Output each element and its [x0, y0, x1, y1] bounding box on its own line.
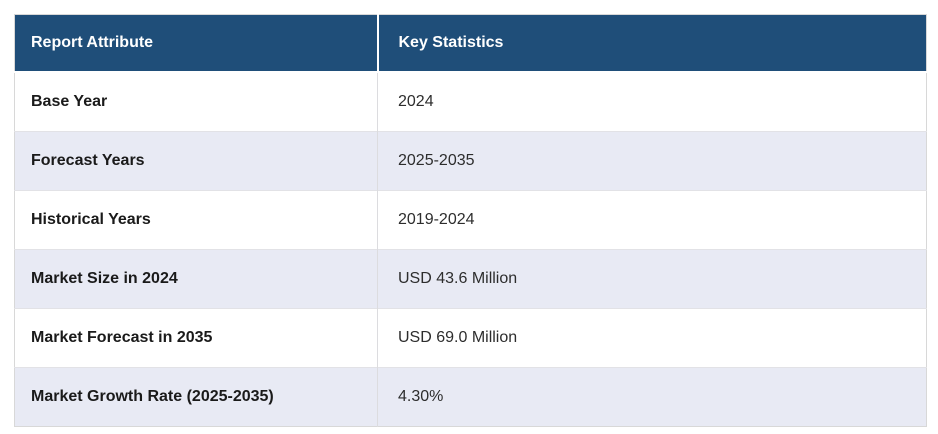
attribute-cell: Market Growth Rate (2025-2035) — [14, 367, 378, 427]
table-row: Forecast Years 2025-2035 — [14, 131, 927, 191]
report-summary-table: Report Attribute Key Statistics Base Yea… — [14, 14, 927, 427]
attribute-cell: Forecast Years — [14, 131, 378, 191]
header-row: Report Attribute Key Statistics — [14, 14, 927, 73]
attribute-cell: Base Year — [14, 72, 378, 132]
table-row: Market Growth Rate (2025-2035) 4.30% — [14, 367, 927, 427]
column-header-key-statistics: Key Statistics — [377, 14, 927, 73]
column-header-report-attribute: Report Attribute — [14, 14, 379, 73]
value-cell: USD 43.6 Million — [398, 270, 518, 287]
attribute-cell: Market Size in 2024 — [14, 249, 378, 309]
table-row: Historical Years 2019-2024 — [14, 190, 927, 250]
value-cell: 2025-2035 — [398, 152, 475, 169]
attribute-cell: Historical Years — [14, 190, 378, 250]
table-row: Market Forecast in 2035 USD 69.0 Million — [14, 308, 927, 368]
table-header: Report Attribute Key Statistics — [14, 14, 927, 73]
table-row: Market Size in 2024 USD 43.6 Million — [14, 249, 927, 309]
table-row: Base Year 2024 — [14, 72, 927, 132]
value-cell: 2019-2024 — [398, 211, 475, 228]
value-cell: USD 69.0 Million — [398, 329, 518, 346]
value-cell: 2024 — [398, 93, 434, 110]
attribute-cell: Market Forecast in 2035 — [14, 308, 378, 368]
table-body: Base Year 2024 Forecast Years 2025-2035 Hist… — [14, 72, 927, 427]
value-cell: 4.30% — [398, 388, 444, 405]
